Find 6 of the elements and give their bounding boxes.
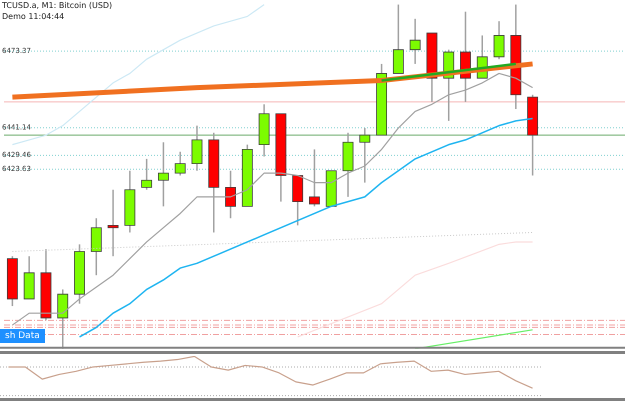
- text: Demo 11:04:44: [2, 12, 64, 21]
- candlestick: [90, 217, 102, 276]
- candlestick: [410, 18, 421, 65]
- annotation: sh Data: [0, 329, 45, 343]
- chart-title: TCUSD.a, M1: Bitcoin (USD): [2, 1, 112, 10]
- candlestick: [392, 4, 404, 74]
